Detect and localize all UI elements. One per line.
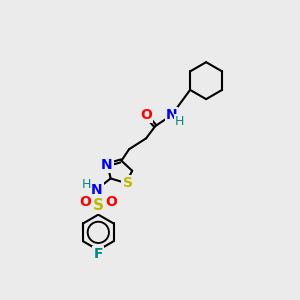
- Text: O: O: [140, 108, 152, 122]
- Text: N: N: [101, 158, 112, 172]
- Text: S: S: [123, 176, 133, 190]
- Text: F: F: [94, 247, 103, 261]
- Text: H: H: [175, 115, 184, 128]
- Text: S: S: [93, 198, 104, 213]
- Text: N: N: [91, 183, 103, 197]
- Text: O: O: [79, 195, 91, 208]
- Text: N: N: [166, 108, 177, 122]
- Text: O: O: [106, 195, 117, 208]
- Text: H: H: [82, 178, 92, 191]
